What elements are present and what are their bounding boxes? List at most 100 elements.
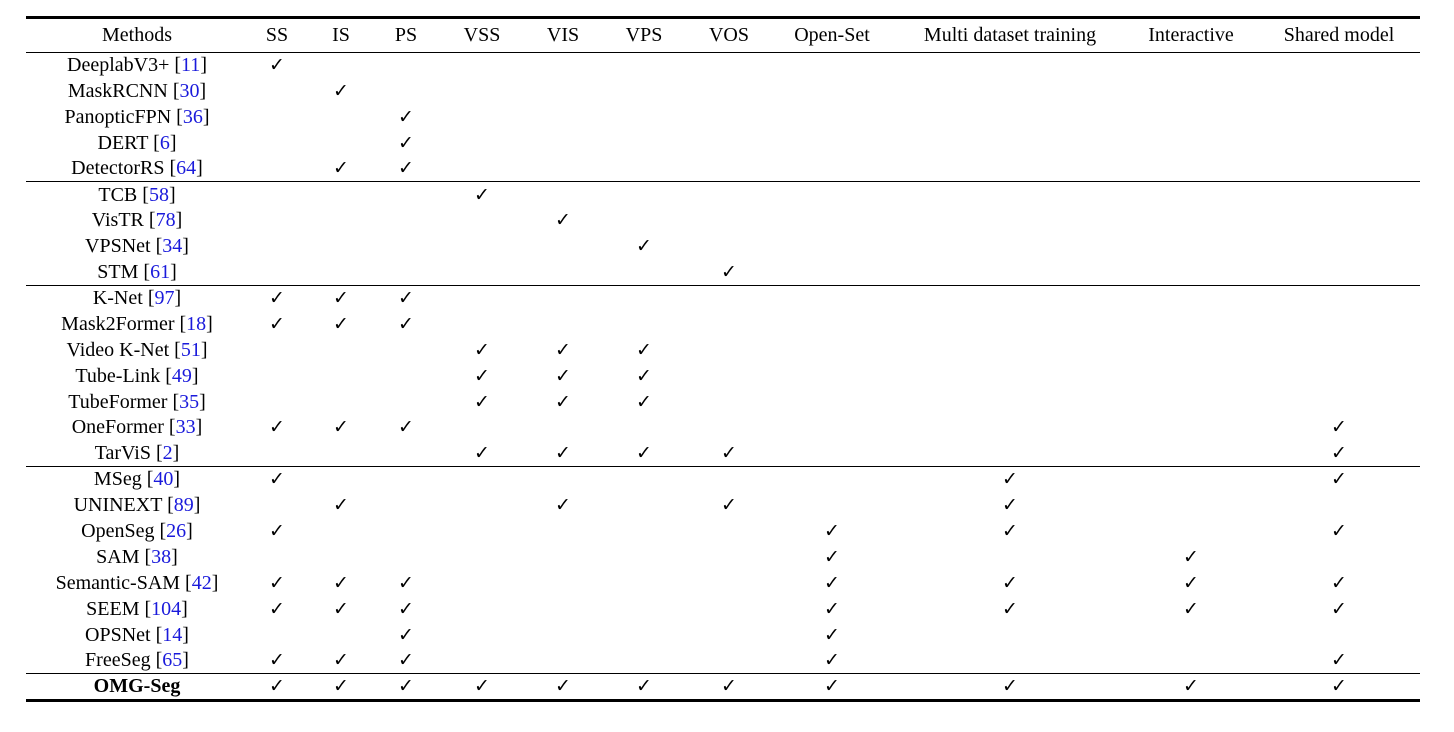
check-cell — [598, 466, 690, 493]
check-cell — [598, 493, 690, 519]
check-cell — [528, 260, 598, 286]
check-cell — [896, 208, 1124, 234]
header-vps: VPS — [598, 17, 690, 53]
citation-link[interactable]: 30 — [179, 79, 200, 102]
check-cell — [1258, 181, 1420, 208]
check-cell: ✓ — [768, 673, 896, 701]
citation-link[interactable]: 35 — [179, 390, 200, 413]
method-cell: OneFormer [33] — [71, 416, 203, 439]
checkmark-icon: ✓ — [721, 675, 737, 698]
citation-link[interactable]: 89 — [173, 494, 194, 517]
check-cell — [768, 466, 896, 493]
method-name: OneFormer — [71, 416, 164, 439]
citation-link[interactable]: 11 — [181, 54, 201, 77]
checkmark-icon: ✓ — [269, 287, 285, 310]
check-cell: ✓ — [896, 570, 1124, 596]
header-row: Methods SS IS PS VSS VIS VPS VOS Open-Se… — [26, 17, 1420, 53]
check-cell: ✓ — [306, 156, 376, 182]
check-cell: ✓ — [1258, 466, 1420, 493]
check-cell: ✓ — [1124, 596, 1258, 622]
check-cell — [690, 415, 768, 441]
header-vss: VSS — [436, 17, 528, 53]
check-cell — [436, 596, 528, 622]
citation-link[interactable]: 34 — [162, 235, 183, 258]
table-row: Semantic-SAM [42] ✓ ✓ ✓ ✓ ✓ ✓ ✓ — [26, 570, 1420, 596]
checkmark-icon: ✓ — [333, 571, 349, 594]
check-cell — [598, 130, 690, 156]
table-row: Mask2Former [18] ✓ ✓ ✓ — [26, 311, 1420, 337]
check-cell: ✓ — [306, 648, 376, 674]
check-cell — [248, 337, 306, 363]
comparison-table-wrap: Methods SS IS PS VSS VIS VPS VOS Open-Se… — [26, 16, 1420, 703]
check-cell — [528, 622, 598, 648]
check-cell: ✓ — [896, 493, 1124, 519]
check-cell: ✓ — [1124, 570, 1258, 596]
check-cell: ✓ — [436, 337, 528, 363]
check-cell: ✓ — [248, 415, 306, 441]
table-group: MSeg [40] ✓ ✓ ✓ UNINEXT [89] ✓ ✓ ✓ ✓ OpenSeg [26]… — [26, 466, 1420, 674]
method-cell: DeeplabV3+ [11] — [67, 54, 207, 77]
check-cell: ✓ — [436, 181, 528, 208]
citation-link[interactable]: 104 — [151, 597, 182, 620]
citation-link[interactable]: 14 — [162, 623, 183, 646]
check-cell — [896, 311, 1124, 337]
citation-link[interactable]: 2 — [162, 442, 173, 465]
check-cell — [768, 181, 896, 208]
table-row: DERT [6] ✓ — [26, 130, 1420, 156]
check-cell: ✓ — [376, 415, 436, 441]
check-cell — [896, 363, 1124, 389]
citation-link[interactable]: 26 — [166, 519, 187, 542]
check-cell — [1258, 363, 1420, 389]
checkmark-icon: ✓ — [1002, 468, 1018, 491]
checkmark-icon: ✓ — [398, 416, 414, 439]
checkmark-icon: ✓ — [1002, 571, 1018, 594]
header-vis: VIS — [528, 17, 598, 53]
citation-link[interactable]: 18 — [186, 312, 207, 335]
method-cell: FreeSeg [65] — [85, 649, 189, 672]
method-cell: Semantic-SAM [42] — [55, 571, 219, 594]
check-cell — [528, 78, 598, 104]
checkmark-icon: ✓ — [1183, 545, 1199, 568]
check-cell: ✓ — [1258, 519, 1420, 545]
check-cell — [598, 181, 690, 208]
table-row: SEEM [104] ✓ ✓ ✓ ✓ ✓ ✓ ✓ — [26, 596, 1420, 622]
citation-link[interactable]: 97 — [154, 287, 175, 310]
check-cell — [528, 415, 598, 441]
citation-link[interactable]: 61 — [150, 260, 171, 283]
citation-link[interactable]: 6 — [159, 131, 170, 154]
citation-link[interactable]: 64 — [176, 157, 197, 180]
checkmark-icon: ✓ — [555, 209, 571, 232]
citation-link[interactable]: 40 — [153, 468, 174, 491]
citation-link[interactable]: 49 — [171, 364, 192, 387]
check-cell — [598, 544, 690, 570]
check-cell — [598, 570, 690, 596]
method-name: VPSNet — [85, 235, 151, 258]
check-cell: ✓ — [248, 466, 306, 493]
check-cell: ✓ — [376, 596, 436, 622]
citation-link[interactable]: 33 — [175, 416, 196, 439]
check-cell — [768, 130, 896, 156]
citation-link[interactable]: 38 — [151, 545, 172, 568]
check-cell — [248, 104, 306, 130]
citation-link[interactable]: 78 — [155, 209, 176, 232]
check-cell — [528, 519, 598, 545]
citation-link[interactable]: 51 — [180, 338, 201, 361]
check-cell — [436, 493, 528, 519]
method-name: Mask2Former — [61, 312, 175, 335]
citation-link[interactable]: 65 — [162, 649, 183, 672]
check-cell: ✓ — [896, 519, 1124, 545]
check-cell: ✓ — [1124, 673, 1258, 701]
method-cell: DERT [6] — [97, 131, 177, 154]
method-cell: OPSNet [14] — [85, 623, 189, 646]
checkmark-icon: ✓ — [555, 675, 571, 698]
citation-link[interactable]: 58 — [148, 183, 169, 206]
check-cell — [1258, 544, 1420, 570]
check-cell: ✓ — [376, 673, 436, 701]
citation-link[interactable]: 36 — [182, 105, 203, 128]
method-cell: TarViS [2] — [94, 442, 180, 465]
check-cell — [690, 596, 768, 622]
check-cell: ✓ — [528, 673, 598, 701]
check-cell — [248, 441, 306, 467]
citation-link[interactable]: 42 — [191, 571, 212, 594]
check-cell: ✓ — [376, 648, 436, 674]
